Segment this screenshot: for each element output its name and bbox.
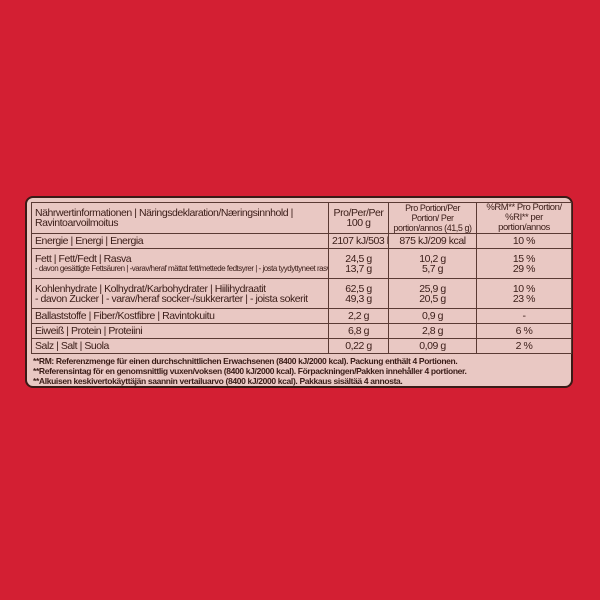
row-ri: 6 % bbox=[476, 323, 572, 339]
row-per100: 2107 kJ/503 kcal bbox=[328, 233, 389, 249]
row-ri: 15 % 29 % bbox=[476, 248, 572, 279]
value-sub: 23 % bbox=[512, 292, 536, 305]
row-per100: 62,5 g 49,3 g bbox=[328, 278, 389, 309]
row-label: Eiweiß | Protein | Proteiini bbox=[31, 323, 329, 339]
row-label: Ballaststoffe | Fiber/Kostfibre | Ravint… bbox=[31, 308, 329, 324]
table-row-fibre: Ballaststoffe | Fiber/Kostfibre | Ravint… bbox=[31, 308, 572, 324]
header-nutrition: Nährwertinformationen | Näringsdeklarati… bbox=[31, 202, 329, 234]
row-label: Kohlenhydrate | Kolhydrat/Karbohydrater … bbox=[31, 278, 329, 309]
row-portion: 875 kJ/209 kcal bbox=[388, 233, 477, 249]
row-label-main: Fett | Fett/Fedt | Rasva bbox=[35, 252, 132, 265]
nutrition-panel: Nährwertinformationen | Näringsdeklarati… bbox=[25, 196, 573, 388]
row-per100: 6,8 g bbox=[328, 323, 389, 339]
row-portion: 25,9 g 20,5 g bbox=[388, 278, 477, 309]
table-row-fat: Fett | Fett/Fedt | Rasva - davon gesättig… bbox=[31, 248, 572, 279]
value-sub: 49,3 g bbox=[345, 292, 372, 305]
header-row: Nährwertinformationen | Näringsdeklarati… bbox=[31, 202, 572, 234]
footnote-fi: **Alkuisen keskivertokäyttäjän saannin v… bbox=[33, 376, 403, 386]
value-main: 25,9 g bbox=[419, 282, 446, 295]
row-ri: 10 % 23 % bbox=[476, 278, 572, 309]
value-main: 15 % bbox=[512, 252, 536, 265]
nutrition-table: Nährwertinformationen | Näringsdeklarati… bbox=[31, 202, 572, 354]
header-per-portion: Pro Portion/Per Portion/ Per portion/ann… bbox=[388, 202, 477, 234]
header-ri: %RM** Pro Portion/ %RI** per portion/ann… bbox=[476, 202, 572, 234]
table-row-protein: Eiweiß | Protein | Proteiini 6,8 g 2,8 g… bbox=[31, 323, 572, 339]
value-sub: 13,7 g bbox=[345, 262, 372, 275]
row-portion: 2,8 g bbox=[388, 323, 477, 339]
row-portion: 0,9 g bbox=[388, 308, 477, 324]
table-row-energy: Energie | Energi | Energia 2107 kJ/503 k… bbox=[31, 233, 572, 249]
row-portion: 10,2 g 5,7 g bbox=[388, 248, 477, 279]
row-label: Fett | Fett/Fedt | Rasva - davon gesättig… bbox=[31, 248, 329, 279]
row-ri: 10 % bbox=[476, 233, 572, 249]
footnotes: **RM: Referenzmenge für einen durchschni… bbox=[31, 354, 567, 388]
header-per-100g: Pro/Per/Per 100 g bbox=[328, 202, 389, 234]
row-label-sub: - davon gesättigte Fettsäuren | -varav/h… bbox=[35, 263, 329, 273]
value-main: 24,5 g bbox=[345, 252, 372, 265]
row-portion: 0,09 g bbox=[388, 338, 477, 354]
value-main: 10,2 g bbox=[419, 252, 446, 265]
row-per100: 24,5 g 13,7 g bbox=[328, 248, 389, 279]
row-ri: 2 % bbox=[476, 338, 572, 354]
row-per100: 2,2 g bbox=[328, 308, 389, 324]
value-main: 10 % bbox=[512, 282, 536, 295]
value-sub: 29 % bbox=[512, 262, 536, 275]
value-sub: 5,7 g bbox=[421, 262, 444, 275]
row-label-main: Kohlenhydrate | Kolhydrat/Karbohydrater … bbox=[35, 282, 266, 295]
table-row-salt: Salz | Salt | Suola 0,22 g 0,09 g 2 % bbox=[31, 338, 572, 354]
row-label: Energie | Energi | Energia bbox=[31, 233, 329, 249]
row-per100: 0,22 g bbox=[328, 338, 389, 354]
footnote-sv-no: **Referensintag för en genomsnittlig vux… bbox=[33, 366, 467, 376]
row-ri: - bbox=[476, 308, 572, 324]
footnote-de: **RM: Referenzmenge für einen durchschni… bbox=[33, 356, 458, 366]
row-label-sub: - davon Zucker | - varav/heraf socker-/s… bbox=[35, 292, 308, 305]
table-row-carbohydrate: Kohlenhydrate | Kolhydrat/Karbohydrater … bbox=[31, 278, 572, 309]
row-label: Salz | Salt | Suola bbox=[31, 338, 329, 354]
value-main: 62,5 g bbox=[345, 282, 372, 295]
value-sub: 20,5 g bbox=[419, 292, 446, 305]
